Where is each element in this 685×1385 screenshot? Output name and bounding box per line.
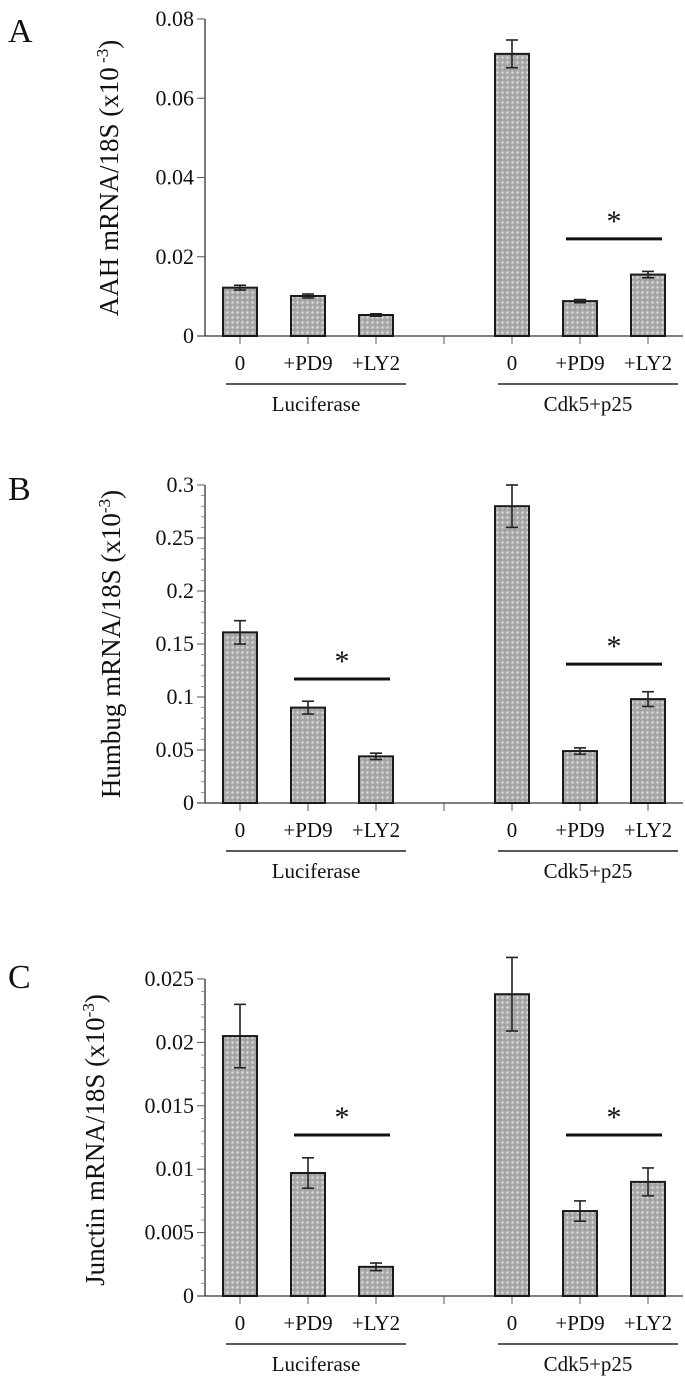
- bar: [630, 698, 666, 804]
- x-category-label: 0: [235, 818, 246, 842]
- x-category-label: 0: [507, 818, 518, 842]
- y-axis-label-sup: -3: [95, 499, 114, 513]
- y-tick-label: 0.02: [156, 1029, 195, 1054]
- y-axis-label-sup: -3: [79, 1003, 98, 1017]
- y-tick-label: 0.2: [167, 578, 195, 603]
- plot-area: 0 0.05 0.1 0.15 0.2 0.25 0.3 0 +PD9 +LY2 0 +PD9 +LY2…: [156, 472, 683, 883]
- bar: [630, 1180, 666, 1298]
- y-tick-label: 0.1: [167, 684, 195, 709]
- significance-star: *: [335, 1101, 350, 1134]
- x-category-label: +PD9: [283, 1311, 332, 1335]
- x-category-label: 0: [507, 351, 518, 375]
- bar: [494, 505, 530, 804]
- x-category-label: +LY2: [624, 1311, 672, 1335]
- y-axis-label-end: ): [80, 994, 110, 1003]
- significance-star: *: [607, 630, 622, 663]
- panel-letter-a: A: [8, 13, 33, 50]
- panel-letter-b: B: [8, 471, 31, 508]
- bar: [562, 750, 598, 804]
- bar: [358, 755, 394, 804]
- x-category-label: +PD9: [283, 351, 332, 375]
- y-tick-label: 0.15: [156, 631, 195, 656]
- bar: [290, 294, 326, 338]
- bar: [290, 706, 326, 804]
- y-tick-label: 0.05: [156, 737, 195, 762]
- y-axis-label-main: Humbug mRNA/18S (x10: [96, 513, 126, 798]
- bar: [222, 286, 258, 337]
- group-label: Cdk5+p25: [544, 859, 633, 883]
- y-tick-label: 0.04: [156, 165, 195, 190]
- panel-a: A AAH mRNA/18S (x10 -3) 0 0.02 0.04 0.06 0.0…: [8, 6, 683, 416]
- bar: [562, 300, 598, 338]
- x-category-label: +LY2: [352, 818, 400, 842]
- significance-star: *: [335, 645, 350, 678]
- bar: [562, 1210, 598, 1297]
- y-tick-label: 0: [183, 790, 194, 815]
- x-category-label: +LY2: [352, 1311, 400, 1335]
- panel-letter-c: C: [8, 959, 31, 996]
- x-category-label: +PD9: [555, 1311, 604, 1335]
- y-axis-label: AAH mRNA/18S (x10 -3): [93, 40, 124, 316]
- y-axis-label-main: AAH mRNA/18S (x10: [94, 67, 124, 316]
- x-category-label: +LY2: [624, 818, 672, 842]
- y-tick-label: 0.025: [145, 966, 195, 991]
- bar: [358, 313, 394, 337]
- bar: [290, 1172, 326, 1298]
- y-tick-label: 0.06: [156, 85, 195, 110]
- panel-b: B Humbug mRNA/18S (x10-3) 0 0.05 0.1 0.15 0.…: [8, 471, 683, 883]
- group-label: Cdk5+p25: [544, 392, 633, 416]
- group-label: Luciferase: [272, 859, 361, 883]
- x-category-label: +PD9: [555, 351, 604, 375]
- y-tick-label: 0.02: [156, 244, 195, 269]
- group-label: Luciferase: [272, 1352, 361, 1376]
- y-axis-label-main: Junctin mRNA/18S (x10: [80, 1017, 110, 1286]
- y-axis-label: Humbug mRNA/18S (x10-3): [95, 490, 126, 798]
- x-category-label: +LY2: [624, 351, 672, 375]
- bar: [630, 273, 666, 337]
- y-axis-label-end: ): [94, 40, 124, 49]
- y-tick-label: 0.25: [156, 525, 195, 550]
- x-category-label: +LY2: [352, 351, 400, 375]
- significance-star: *: [607, 1101, 622, 1134]
- bar: [494, 52, 530, 338]
- panel-c: C Junctin mRNA/18S (x10-3) 0 0.005 0.01 0.0…: [8, 956, 683, 1376]
- x-category-label: +PD9: [283, 818, 332, 842]
- group-label: Cdk5+p25: [544, 1352, 633, 1376]
- plot-area: 0 0.02 0.04 0.06 0.08 0 +PD9 +LY2 0 +PD9 +LY2 Lucif…: [156, 6, 683, 416]
- bar: [222, 631, 258, 805]
- y-tick-label: 0.01: [156, 1156, 195, 1181]
- y-axis-label-end: ): [96, 490, 126, 499]
- y-tick-label: 0.08: [156, 6, 195, 31]
- y-tick-label: 0.005: [145, 1220, 195, 1245]
- y-axis-label-sup: -3: [93, 49, 112, 67]
- x-category-label: 0: [235, 1311, 246, 1335]
- y-axis-label: Junctin mRNA/18S (x10-3): [79, 994, 110, 1286]
- y-tick-label: 0: [183, 323, 194, 348]
- y-tick-label: 0.3: [167, 472, 195, 497]
- x-category-label: +PD9: [555, 818, 604, 842]
- y-tick-label: 0: [183, 1283, 194, 1308]
- y-tick-label: 0.015: [145, 1093, 195, 1118]
- group-label: Luciferase: [272, 392, 361, 416]
- x-category-label: 0: [507, 1311, 518, 1335]
- bar: [494, 993, 530, 1297]
- bar: [222, 1035, 258, 1298]
- significance-star: *: [607, 205, 622, 238]
- plot-area: 0 0.005 0.01 0.015 0.02 0.025 0 +PD9 +LY2 0 +PD9 +L…: [145, 956, 683, 1376]
- x-category-label: 0: [235, 351, 246, 375]
